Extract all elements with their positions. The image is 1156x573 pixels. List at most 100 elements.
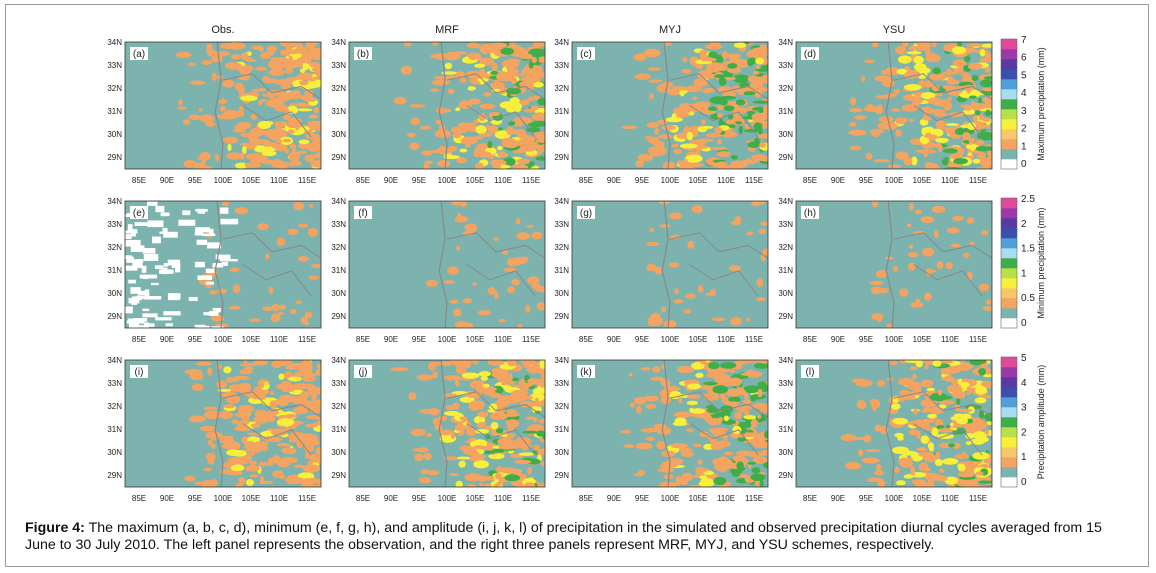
precip-patch bbox=[687, 103, 704, 113]
precip-patch bbox=[506, 409, 518, 415]
precip-patch bbox=[536, 430, 545, 437]
precip-patch bbox=[717, 112, 723, 119]
precip-patch bbox=[978, 410, 985, 419]
precip-patch bbox=[874, 424, 882, 432]
precip-patch bbox=[214, 51, 231, 57]
precip-patch bbox=[272, 470, 284, 475]
precip-patch bbox=[201, 158, 206, 165]
precip-patch bbox=[705, 360, 711, 363]
precip-patch bbox=[645, 404, 657, 410]
precip-patch bbox=[514, 459, 532, 464]
lon-tick-label: 110E bbox=[270, 494, 288, 503]
precip-patch bbox=[261, 159, 276, 165]
panel-label: (d) bbox=[804, 49, 816, 60]
lon-tick-label: 110E bbox=[494, 176, 512, 185]
precip-patch bbox=[679, 89, 685, 97]
precip-patch bbox=[754, 362, 768, 369]
colorbar-segment bbox=[1001, 159, 1017, 170]
precip-patch bbox=[985, 299, 992, 305]
lon-tick-label: 110E bbox=[941, 494, 959, 503]
missing-data bbox=[205, 281, 214, 285]
precip-patch bbox=[205, 431, 223, 440]
colorbar-tick-label: 3 bbox=[1021, 403, 1027, 414]
precip-patch bbox=[242, 145, 247, 155]
border-line bbox=[466, 264, 536, 297]
precip-patch bbox=[685, 428, 694, 433]
precip-patch bbox=[516, 158, 530, 164]
precip-patch bbox=[230, 54, 241, 60]
precip-patch bbox=[908, 45, 919, 51]
precip-patch bbox=[477, 310, 491, 316]
precip-patch bbox=[895, 45, 907, 55]
lon-tick-label: 90E bbox=[160, 176, 174, 185]
precip-patch bbox=[487, 287, 496, 295]
precip-patch bbox=[659, 389, 671, 398]
precip-patch bbox=[695, 372, 704, 379]
lat-tick-label: 33N bbox=[331, 61, 346, 70]
precip-patch bbox=[245, 440, 255, 448]
precip-patch bbox=[962, 132, 971, 141]
precip-patch bbox=[538, 419, 545, 424]
precip-patch bbox=[238, 66, 252, 75]
precip-patch bbox=[975, 146, 990, 152]
precip-patch bbox=[478, 371, 492, 377]
precip-patch bbox=[719, 392, 726, 400]
precip-patch bbox=[502, 250, 509, 255]
precip-patch bbox=[456, 365, 466, 375]
precip-patch bbox=[314, 152, 321, 157]
map-frame bbox=[795, 200, 993, 329]
precip-patch bbox=[660, 379, 671, 387]
precip-patch bbox=[921, 127, 927, 136]
precip-patch bbox=[421, 150, 433, 156]
precip-patch bbox=[714, 105, 727, 110]
precip-patch bbox=[691, 204, 703, 214]
missing-data bbox=[182, 210, 191, 216]
map-panel: (e) 34N 33N 32N 31N 30N 29N 85E 90E 95E 100E 105E 11… bbox=[107, 197, 322, 344]
precip-patch bbox=[979, 131, 992, 141]
colorbar-segment bbox=[1001, 149, 1017, 160]
precip-patch bbox=[221, 201, 230, 207]
lat-tick-label: 29N bbox=[778, 153, 793, 162]
precip-patch bbox=[937, 389, 943, 396]
precip-patch bbox=[283, 91, 302, 100]
precip-patch bbox=[931, 427, 939, 437]
colorbar-segment bbox=[1001, 407, 1017, 418]
precip-patch bbox=[678, 396, 683, 404]
precip-patch bbox=[438, 429, 454, 436]
lat-tick-label: 34N bbox=[107, 197, 122, 206]
precip-patch bbox=[473, 445, 486, 450]
precip-patch bbox=[938, 143, 943, 153]
precip-patch bbox=[195, 361, 212, 366]
precip-patch bbox=[275, 91, 287, 98]
colorbar-tick-label: 4 bbox=[1021, 378, 1027, 389]
precip-patch bbox=[504, 474, 521, 482]
missing-data bbox=[125, 265, 138, 271]
precip-patch bbox=[924, 134, 938, 139]
precip-patch bbox=[946, 227, 960, 234]
precip-patch bbox=[702, 109, 717, 115]
colorbar-segment bbox=[1001, 119, 1017, 130]
border-line bbox=[446, 391, 545, 418]
precip-patch bbox=[264, 50, 275, 56]
precip-patch bbox=[467, 86, 476, 91]
precip-patch bbox=[515, 218, 521, 225]
precip-patch bbox=[896, 480, 906, 486]
precip-patch bbox=[239, 369, 253, 375]
precip-patch bbox=[243, 366, 255, 370]
precip-patch bbox=[981, 87, 992, 92]
precip-patch bbox=[764, 430, 768, 439]
precip-patch bbox=[487, 360, 495, 366]
panel-label-bg bbox=[577, 365, 595, 378]
precip-patch bbox=[312, 434, 319, 443]
precip-patch bbox=[315, 447, 321, 456]
precip-patch bbox=[279, 49, 287, 56]
precip-patch bbox=[721, 419, 737, 425]
panel-label-bg bbox=[354, 47, 372, 60]
precip-patch bbox=[705, 373, 720, 378]
map-field bbox=[572, 42, 768, 169]
precip-patch bbox=[503, 267, 517, 273]
missing-data bbox=[142, 313, 158, 318]
lat-tick-label: 33N bbox=[107, 61, 122, 70]
lon-tick-label: 115E bbox=[522, 494, 540, 503]
lon-tick-label: 110E bbox=[941, 335, 959, 344]
